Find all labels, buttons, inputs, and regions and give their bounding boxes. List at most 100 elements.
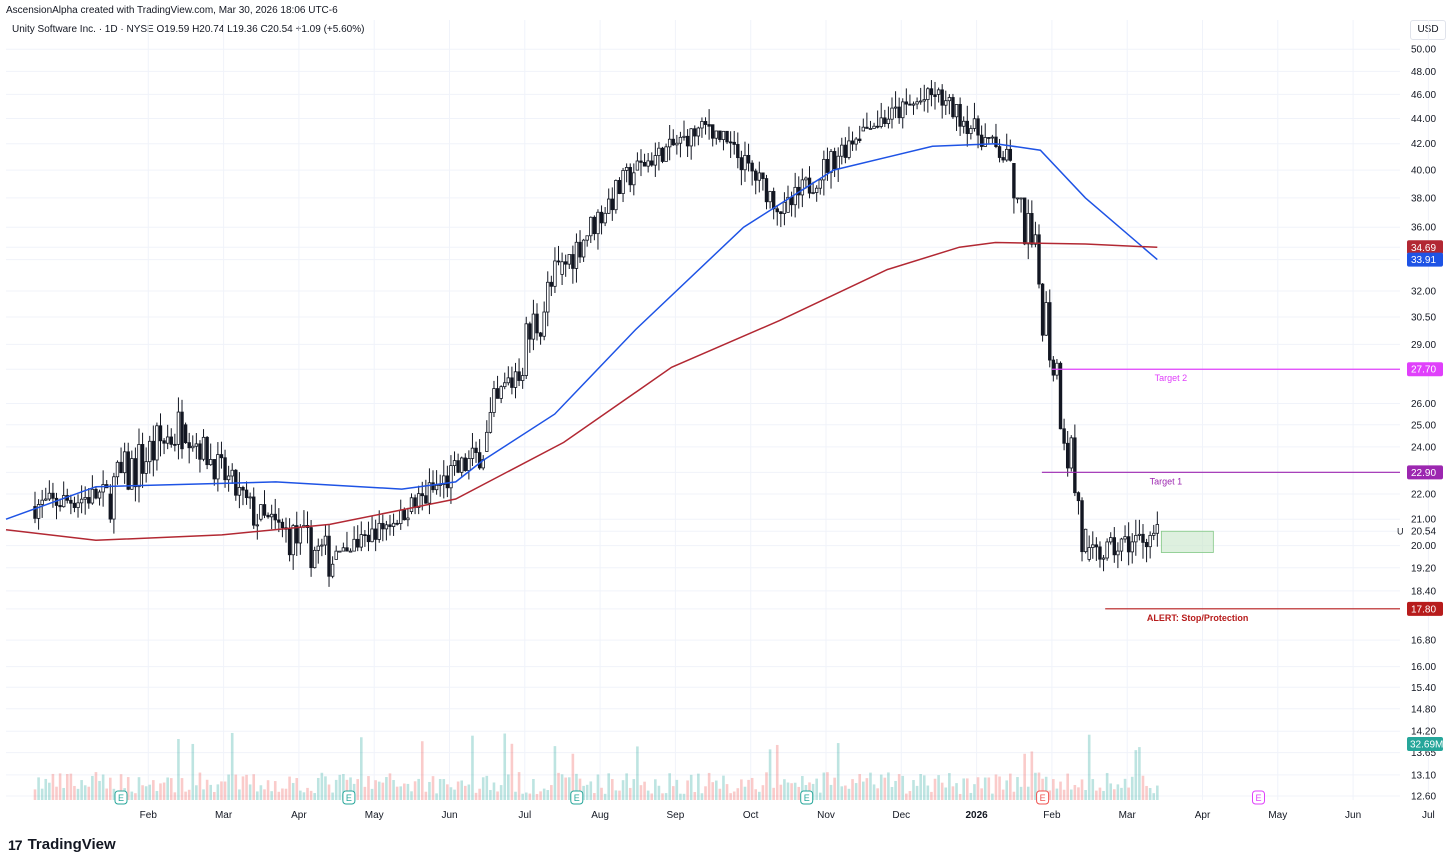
volume-bar — [926, 785, 930, 800]
volume-bar — [758, 791, 761, 800]
earnings-marker-box — [1036, 790, 1050, 805]
volume-bar — [725, 784, 729, 800]
candle-body — [1037, 234, 1041, 285]
volume-bar — [381, 782, 385, 800]
candle-body — [183, 424, 188, 444]
volume-bar — [564, 777, 567, 800]
tradingview-brand[interactable]: 17 TradingView — [8, 836, 116, 853]
candle-body — [316, 545, 320, 551]
time-tick-label: Jun — [441, 810, 457, 821]
candle-body — [811, 192, 815, 194]
candle-body — [69, 499, 73, 504]
price-tag — [1407, 601, 1443, 616]
time-tick-label: Mar — [1119, 810, 1137, 821]
tradingview-logo-icon: 17 — [8, 836, 23, 853]
volume-bar — [740, 779, 743, 800]
entry-zone-box[interactable] — [1160, 530, 1214, 553]
candle-body — [1144, 542, 1149, 548]
earnings-marker[interactable]: E — [114, 790, 128, 805]
candle-body — [936, 89, 941, 95]
volume-bar — [729, 793, 732, 800]
price-tick-label: 14.80 — [1411, 704, 1436, 715]
volume-bar — [1127, 787, 1130, 800]
price-levels[interactable]: Target 2 Target 1 ALERT: Stop/Protection — [1041, 368, 1400, 623]
candle-body — [133, 458, 138, 488]
candle-body — [571, 254, 575, 269]
earnings-marker-box — [342, 790, 356, 805]
volume-bar — [654, 779, 657, 800]
candle-body — [108, 493, 112, 520]
volume-bar — [126, 777, 130, 800]
candle-body — [940, 89, 944, 106]
candle-body — [675, 142, 679, 146]
candle-body — [176, 411, 181, 445]
volume-bar — [582, 785, 585, 800]
volume-bar — [101, 774, 105, 800]
candle-body — [1051, 359, 1056, 376]
candle-body — [287, 528, 292, 556]
earnings-marker-label: E — [1255, 793, 1261, 803]
volume-bar — [944, 787, 948, 800]
candle-body — [517, 371, 521, 381]
candle-body — [248, 496, 252, 499]
candle-body — [761, 172, 765, 179]
volume-bar — [754, 789, 758, 800]
candle-body — [1152, 532, 1156, 536]
price-tick-label: 44.00 — [1411, 114, 1436, 125]
time-tick-label: Feb — [140, 810, 158, 821]
candle-body — [1022, 197, 1027, 245]
candle-body — [126, 451, 130, 490]
candle-body — [556, 260, 561, 263]
volume-bar — [234, 774, 238, 800]
candle-body — [546, 281, 550, 313]
candle-body — [413, 497, 417, 508]
volume-bar — [711, 782, 714, 800]
volume-bar — [288, 776, 291, 800]
candle-body — [1141, 533, 1145, 543]
candle-body — [775, 208, 779, 213]
volume-bar — [1138, 747, 1141, 800]
candle-body — [1094, 544, 1099, 548]
volume-bar — [987, 777, 991, 800]
earnings-marker[interactable]: E — [1036, 790, 1050, 805]
price-tick-label: 21.00 — [1411, 515, 1436, 526]
earnings-marker[interactable]: E — [1252, 790, 1265, 805]
volume-bar — [625, 773, 628, 800]
candle-body — [140, 444, 145, 474]
volume-bar — [184, 791, 187, 800]
candle-body — [1062, 428, 1066, 444]
volume-bar — [532, 778, 535, 800]
volume-bar — [291, 782, 295, 800]
volume-bar — [822, 772, 826, 800]
candle-body — [463, 457, 467, 471]
time-axis[interactable]: Feb Mar Apr May Jun Jul Aug Sep Oct Nov Dec 2026 Feb… — [140, 810, 1435, 821]
candle-body — [639, 160, 643, 163]
volume-bar — [1145, 785, 1148, 800]
candle-body — [155, 425, 159, 461]
volume-bar — [1034, 772, 1037, 800]
earnings-marker[interactable]: E — [342, 790, 356, 805]
earnings-marker[interactable]: E — [800, 790, 814, 805]
candle-body — [685, 135, 690, 147]
volume-bar — [370, 788, 374, 800]
candle-body — [338, 550, 342, 553]
volume-bar — [922, 775, 926, 800]
volume-bar — [44, 778, 48, 800]
price-tick-label: 38.00 — [1411, 193, 1436, 204]
volume-bar — [119, 774, 123, 800]
candle-body — [718, 130, 722, 140]
earnings-marker[interactable]: E — [570, 790, 584, 805]
volume-bar — [162, 782, 166, 800]
candle-body — [187, 442, 191, 449]
earnings-marker-label: E — [804, 793, 810, 803]
candle-body — [122, 451, 127, 474]
price-axis[interactable]: 12.60 13.10 13.65 14.20 14.80 15.40 16.00 16.80… — [1397, 45, 1443, 803]
volume-bar — [109, 777, 112, 800]
volume-tag — [1407, 737, 1443, 751]
volume-bar — [273, 781, 277, 800]
volume-bar — [212, 791, 216, 800]
candle-body — [456, 460, 460, 473]
candle-body — [987, 137, 991, 139]
